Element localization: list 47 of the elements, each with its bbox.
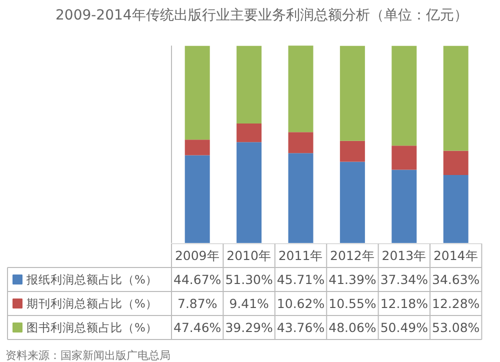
bar xyxy=(392,146,417,170)
bar xyxy=(443,175,468,243)
bar xyxy=(184,46,210,140)
legend-label: 报纸利润总额占比（%） xyxy=(26,272,158,286)
text: 资料来源：国家新闻出版广电总局 xyxy=(6,349,170,362)
data-label: 47.46% xyxy=(174,320,222,335)
chart-title: 2009-2014年传统出版行业主要业务利润总额分析（单位：亿元） xyxy=(56,8,468,24)
data-label: 50.49% xyxy=(380,320,428,335)
bar xyxy=(184,155,210,243)
legend-label: 图书利润总额占比（%） xyxy=(26,320,158,334)
bar xyxy=(340,46,365,141)
data-label: 48.06% xyxy=(328,320,376,335)
data-label: 51.30% xyxy=(225,272,274,287)
bar xyxy=(184,140,210,156)
bar xyxy=(236,142,262,243)
bar xyxy=(288,153,314,243)
data-label: 34.63% xyxy=(432,272,480,287)
x-tick-label: 2009年 xyxy=(174,248,220,263)
data-label: 45.71% xyxy=(276,272,325,287)
data-label: 10.55% xyxy=(328,296,376,311)
legend-label: 期刊利润总额占比（%） xyxy=(26,296,158,310)
data-label: 12.18% xyxy=(380,296,428,311)
x-tick-label: 2013年 xyxy=(382,248,427,263)
data-label: 12.28% xyxy=(432,296,480,311)
bar xyxy=(392,170,417,243)
bar xyxy=(288,132,314,154)
data-label: 53.08% xyxy=(432,320,480,335)
data-label: 39.29% xyxy=(225,320,274,335)
data-label: 43.76% xyxy=(276,320,325,335)
data-label: 10.62% xyxy=(276,296,325,311)
x-tick-label: 2012年 xyxy=(330,248,375,263)
data-label: 37.34% xyxy=(380,272,428,287)
bar xyxy=(443,150,468,176)
bar xyxy=(236,46,262,124)
data-label: 41.39% xyxy=(328,272,376,287)
data-label: 9.41% xyxy=(229,296,270,311)
bar xyxy=(340,162,365,243)
bar xyxy=(340,140,365,162)
x-tick-label: 2011年 xyxy=(278,248,324,263)
bar xyxy=(392,46,417,146)
data-label: 7.87% xyxy=(177,296,218,311)
x-tick-label: 2014年 xyxy=(433,248,478,263)
bar xyxy=(236,124,262,142)
bar xyxy=(443,46,468,151)
data-label: 44.67% xyxy=(174,272,222,287)
bar xyxy=(288,46,314,132)
x-tick-label: 2010年 xyxy=(226,248,272,263)
